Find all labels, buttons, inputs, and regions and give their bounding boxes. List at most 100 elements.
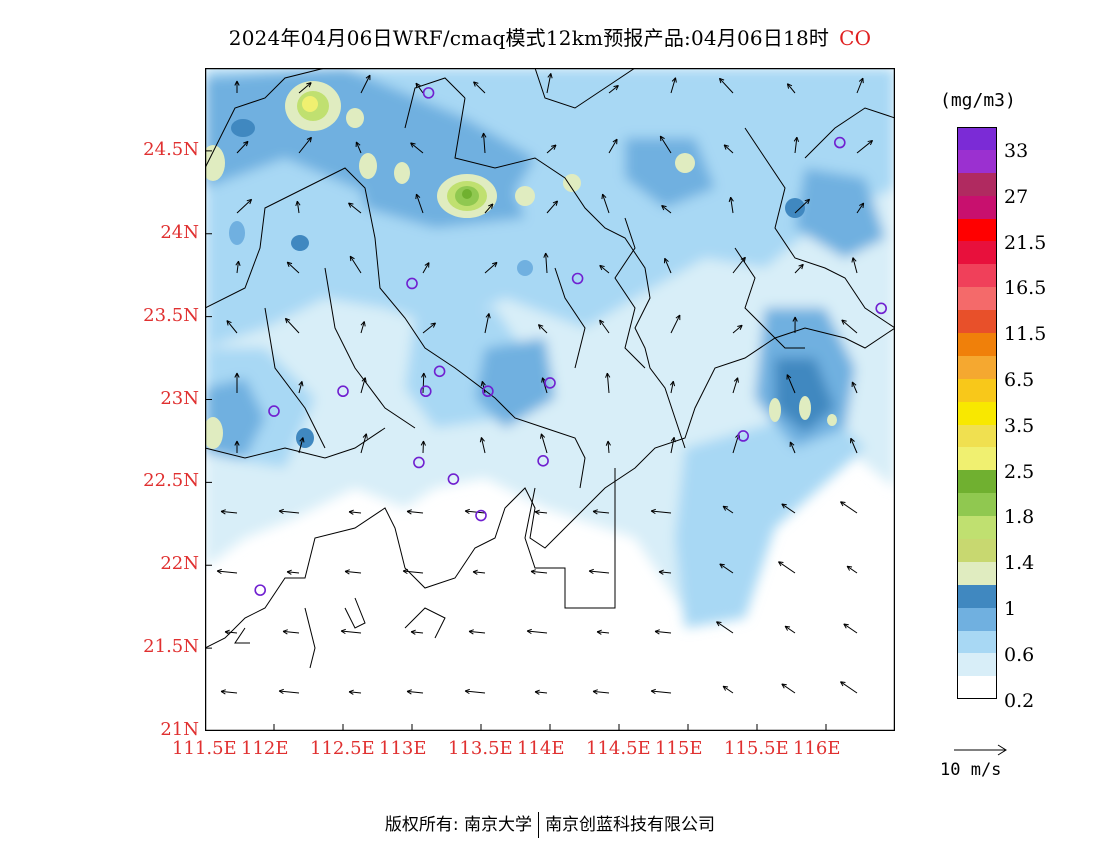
- wind-arrow-head: [537, 324, 541, 330]
- wind-arrow-head: [840, 681, 846, 683]
- wind-arrow: [732, 256, 746, 274]
- wind-arrow-head: [295, 200, 298, 207]
- wind-arrow: [287, 571, 300, 574]
- wind-arrow: [670, 381, 674, 394]
- wind-arrow-head: [601, 194, 604, 200]
- wind-arrow-head: [588, 570, 594, 575]
- wind-arrow-head: [286, 571, 292, 575]
- wind-arrow-head: [348, 202, 354, 205]
- station-marker: [544, 377, 556, 389]
- wind-arrow-head: [483, 132, 487, 138]
- wind-arrow-head: [468, 629, 474, 632]
- wind-arrow-head: [298, 381, 303, 386]
- wind-arrow-head: [781, 503, 785, 509]
- wind-arrow: [840, 681, 858, 694]
- wind-arrow-head: [340, 628, 346, 632]
- wind-arrow: [407, 510, 424, 514]
- wind-arrow-head: [846, 565, 851, 571]
- wind-arrow-head: [234, 80, 238, 86]
- wind-arrow-head: [740, 256, 746, 260]
- wind-arrow-head: [480, 381, 483, 387]
- wind-arrow: [608, 138, 618, 154]
- wind-arrow: [846, 565, 858, 574]
- wind-arrow-head: [415, 83, 418, 89]
- wind-arrow: [422, 322, 436, 334]
- wind-arrow-head: [862, 202, 865, 209]
- boundary-lines: [205, 68, 895, 489]
- wind-arrow-head: [234, 372, 238, 378]
- wind-arrow-head: [356, 141, 361, 146]
- wind-arrow-head: [661, 205, 665, 211]
- wind-arrow: [841, 319, 858, 334]
- wind-arrow-head: [793, 136, 798, 142]
- wind-arrow-head: [552, 200, 558, 204]
- wind-arrow-head: [730, 196, 734, 202]
- wind-arrow-head: [464, 688, 470, 692]
- wind-arrow-head: [278, 690, 284, 695]
- wind-arrow-head: [306, 136, 312, 140]
- wind-arrow: [286, 261, 300, 274]
- wind-arrow-head: [719, 563, 725, 566]
- wind-arrow-head: [286, 569, 292, 573]
- wind-arrow-head: [534, 509, 540, 513]
- y-tick-label: 21N: [160, 719, 199, 740]
- wind-arrow: [787, 83, 796, 94]
- wind-arrow-head: [473, 81, 479, 84]
- wind-arrow-head: [534, 689, 540, 693]
- wind-arrow-head: [363, 321, 366, 327]
- wind-arrow: [732, 324, 743, 334]
- colorbar-swatch: [957, 630, 997, 654]
- y-tick-label: 24.5N: [143, 138, 199, 160]
- wind-arrow-head: [852, 257, 857, 262]
- wind-arrow-head: [349, 256, 352, 262]
- colorbar-label: 1.8: [1004, 506, 1035, 529]
- wind-arrow-head: [406, 690, 412, 695]
- wind-arrow-head: [526, 628, 532, 632]
- colorbar-swatch: [957, 424, 997, 448]
- x-tick-label: 111.5E: [172, 738, 237, 759]
- wind-arrow-head: [530, 569, 536, 572]
- wind-arrow-head: [605, 372, 608, 378]
- wind-arrow: [221, 690, 238, 694]
- colorbar-label: 1.4: [1004, 552, 1035, 575]
- copyright-right: 南京创蓝科技有限公司: [545, 815, 716, 835]
- wind-arrow-head: [650, 510, 656, 515]
- y-tick-label: 23N: [160, 387, 199, 409]
- wind-arrow: [606, 373, 610, 394]
- wind-arrow-head: [718, 78, 722, 84]
- wind-arrow-head: [545, 252, 549, 258]
- wind-arrow: [217, 570, 238, 574]
- wind-arrow-head: [607, 440, 611, 446]
- wind-arrow-head: [743, 257, 746, 263]
- wind-arrow-head: [869, 140, 874, 146]
- wind-arrow-head: [472, 571, 478, 575]
- wind-arrow-head: [778, 561, 784, 563]
- wind-arrow-head: [789, 441, 795, 446]
- wind-arrow-head: [308, 82, 312, 88]
- wind-arrow-head: [841, 319, 845, 325]
- wind-arrow-head: [488, 203, 494, 207]
- wind-arrow-head: [491, 203, 494, 209]
- wind-arrow: [296, 201, 300, 214]
- wind-arrow: [722, 685, 734, 694]
- wind-arrow-head: [654, 629, 660, 632]
- wind-arrow: [670, 437, 675, 454]
- wind-arrow-head: [284, 318, 288, 324]
- colorbar-label: 21.5: [1004, 231, 1047, 254]
- colorbar-swatch: [957, 584, 997, 608]
- wind-arrow: [410, 142, 424, 154]
- wind-arrow-head: [481, 380, 486, 386]
- wind-arrow-head: [807, 199, 811, 205]
- wind-arrow-head: [362, 433, 367, 438]
- wind-arrow-head: [361, 377, 366, 382]
- wind-arrow-head: [847, 565, 853, 568]
- wind-arrow-head: [472, 569, 478, 573]
- wind-arrow-head: [541, 377, 543, 383]
- station-marker: [268, 405, 280, 417]
- colorbar-swatch: [957, 195, 997, 219]
- wind-arrow-head: [602, 193, 607, 198]
- wind-arrow-head: [650, 688, 656, 692]
- wind-arrow-head: [722, 685, 727, 691]
- wind-arrow-head: [423, 372, 427, 378]
- station-marker: [337, 385, 349, 398]
